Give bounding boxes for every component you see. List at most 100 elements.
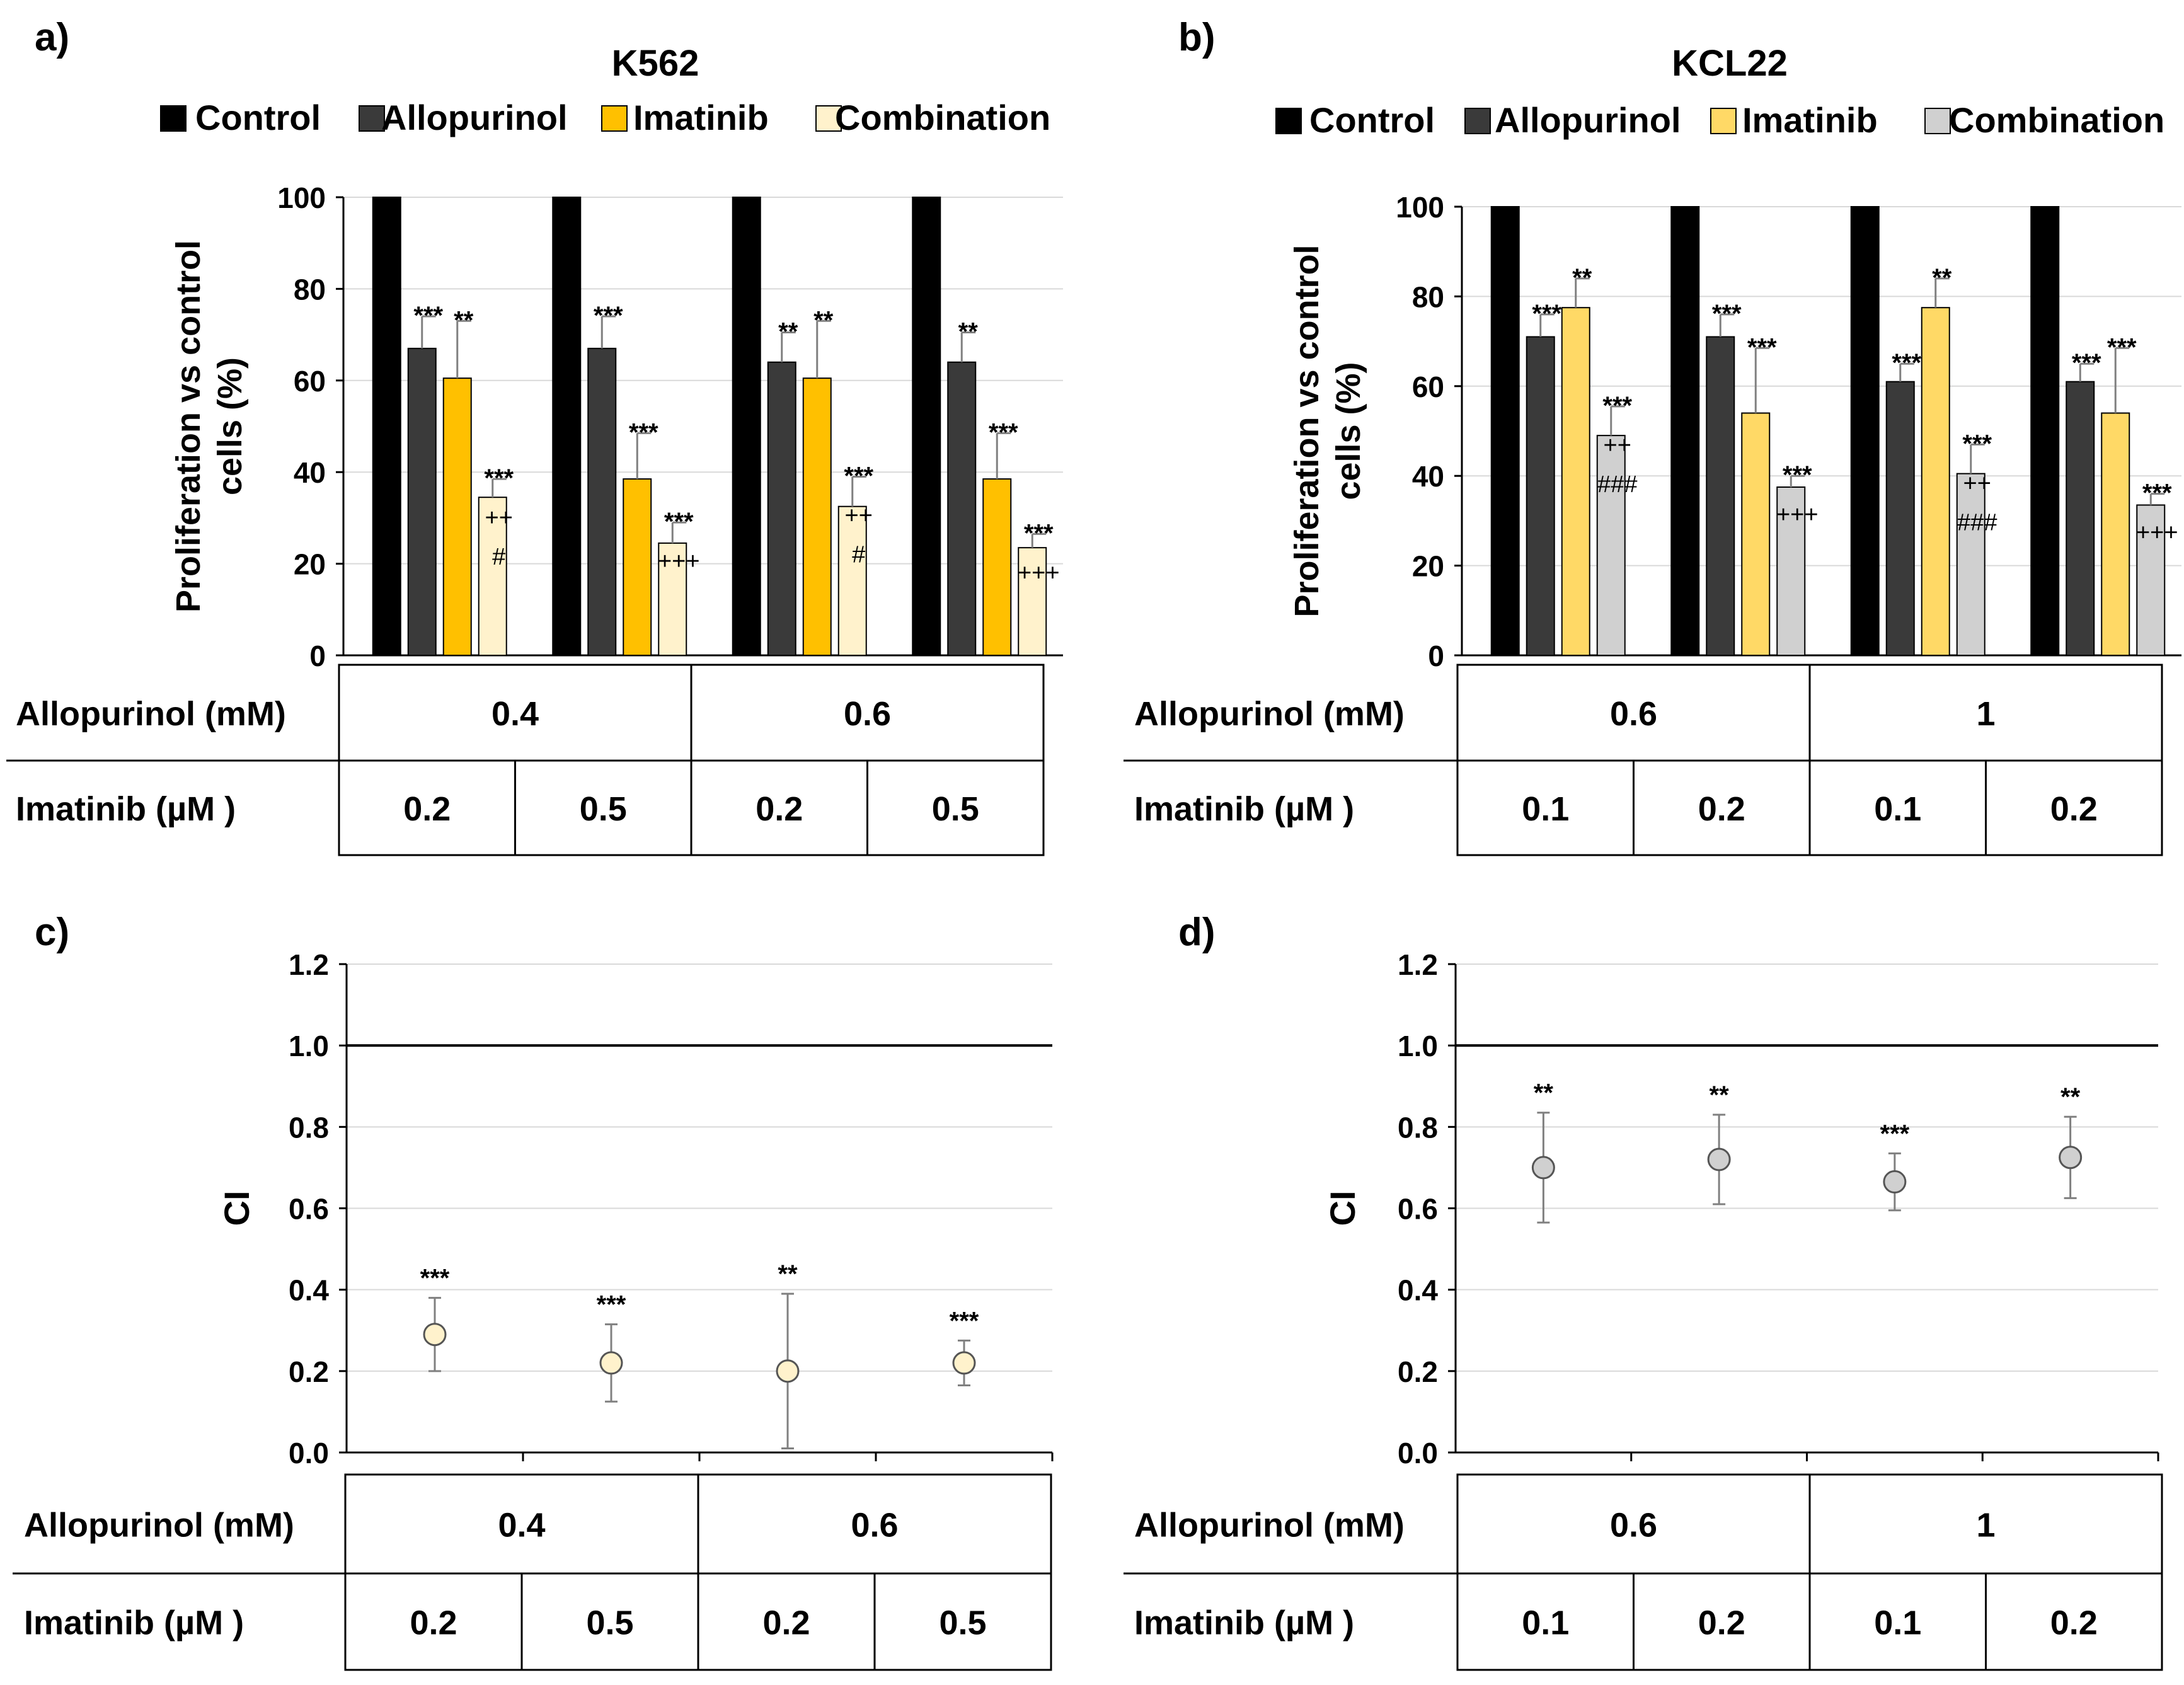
- significance-mark: ***: [2107, 333, 2137, 361]
- bar-allopurinol: [1706, 336, 1735, 656]
- legend-label: Combination: [1949, 100, 2164, 140]
- significance-mark: +++: [2136, 520, 2178, 546]
- table-row2-value: 0.5: [932, 790, 979, 828]
- y-tick-label: 0.2: [1398, 1355, 1438, 1388]
- table-row2-value: 0.2: [410, 1604, 457, 1642]
- ci-point: [599, 1351, 623, 1375]
- significance-mark: ***: [629, 418, 658, 446]
- significance-mark: ***: [1532, 300, 1561, 328]
- legend-label: Allopurinol: [1495, 100, 1681, 140]
- bar-allopurinol: [767, 361, 796, 656]
- y-tick-label: 0.8: [289, 1111, 329, 1144]
- table: Allopurinol (mM) Imatinib (µM ) 0.6 1 0.1 0.2…: [1124, 1473, 2163, 1671]
- table-row2-value: 0.2: [762, 1604, 810, 1642]
- table-row2-value: 0.2: [2050, 790, 2098, 828]
- bar-allopurinol: [947, 361, 977, 656]
- bar-imatinib: [442, 377, 472, 656]
- significance-mark: +++: [1018, 560, 1060, 586]
- legend-swatch: [815, 105, 842, 132]
- table-row1-label: Allopurinol (mM): [16, 695, 286, 733]
- table-row1-label: Allopurinol (mM): [1134, 1507, 1405, 1544]
- ci-point: [1531, 1156, 1555, 1180]
- y-tick-label: 1.0: [289, 1030, 329, 1062]
- significance-mark: ***: [420, 1265, 450, 1292]
- ci-point: [1883, 1170, 1907, 1194]
- y-tick-label: 1.2: [289, 948, 329, 981]
- legend-swatch: [601, 105, 628, 132]
- table-row2-value: 0.2: [1698, 1604, 1745, 1642]
- y-tick-label: 60: [1412, 371, 1444, 403]
- bar-combination: [1776, 486, 1806, 656]
- significance-mark: **: [1572, 264, 1592, 292]
- chart-title: K562: [612, 43, 699, 84]
- table-row1-value: 0.6: [1610, 695, 1657, 733]
- ci-point: [2059, 1146, 2083, 1170]
- significance-mark: **: [2060, 1083, 2081, 1111]
- y-tick-label: 1.0: [1398, 1030, 1438, 1062]
- chart-panel-b: b) KCL22 Control Allopurinol Imatinib Combina…: [1178, 16, 2181, 672]
- panel-label: c): [35, 911, 69, 954]
- legend-label: Combination: [835, 98, 1050, 137]
- y-tick-label: 0: [309, 640, 326, 672]
- y-tick-label: 0.0: [289, 1437, 329, 1469]
- significance-mark: +++: [658, 548, 700, 575]
- y-tick-label: 80: [294, 273, 326, 306]
- bar-control: [552, 197, 582, 656]
- table: Allopurinol (mM) Imatinib (µM ) 0.4 0.6 0.2 0…: [6, 664, 1045, 856]
- table-row2-label: Imatinib (µM ): [1134, 1604, 1354, 1642]
- significance-mark: ***: [844, 462, 873, 490]
- table-row1-label: Allopurinol (mM): [24, 1507, 294, 1544]
- bar-imatinib: [802, 377, 832, 656]
- y-tick-label: 20: [294, 548, 326, 581]
- table-row2-value: 0.1: [1874, 790, 1921, 828]
- significance-mark: ***: [2072, 349, 2101, 377]
- bar-control: [1850, 206, 1880, 656]
- bar-control: [2030, 206, 2060, 656]
- table-row1-value: 0.6: [1610, 1507, 1657, 1544]
- significance-mark: **: [1710, 1081, 1730, 1109]
- bar-allopurinol: [1526, 336, 1555, 656]
- table-row2-value: 0.1: [1874, 1604, 1921, 1642]
- bar-combination: [1956, 473, 1986, 656]
- table-row2-value: 0.5: [939, 1604, 986, 1642]
- y-tick-label: 40: [294, 456, 326, 489]
- bar-allopurinol: [587, 347, 617, 656]
- table-row2-value: 0.2: [756, 790, 803, 828]
- bar-imatinib: [1921, 307, 1950, 656]
- table: Allopurinol (mM) Imatinib (µM ) 0.4 0.6 0.2 0…: [13, 1473, 1052, 1671]
- significance-mark: ***: [1880, 1120, 1910, 1147]
- y-tick-label: 40: [1412, 460, 1444, 493]
- legend-label: Imatinib: [633, 98, 769, 137]
- bar-control: [1490, 206, 1520, 656]
- table-row2-value: 0.2: [403, 790, 451, 828]
- y-axis-label-line: cells (%): [1330, 362, 1367, 500]
- significance-mark: #: [852, 541, 865, 568]
- bar-imatinib: [1741, 412, 1771, 657]
- significance-mark: ###: [1597, 471, 1637, 498]
- significance-mark: ***: [1747, 333, 1777, 361]
- significance-mark: ***: [2142, 480, 2172, 507]
- table-row1-value: 0.6: [851, 1507, 898, 1544]
- bar-control: [732, 197, 761, 656]
- significance-mark: ***: [413, 302, 443, 330]
- significance-mark: ***: [1602, 392, 1632, 420]
- bar-allopurinol: [2066, 381, 2095, 656]
- table-row2-label: Imatinib (µM ): [1134, 790, 1354, 828]
- legend-label: Imatinib: [1742, 100, 1878, 140]
- significance-mark: ***: [989, 418, 1018, 446]
- y-axis-label-line: cells (%): [211, 357, 249, 495]
- table-row1-value: 1: [1976, 695, 1995, 733]
- ci-point: [423, 1323, 447, 1347]
- significance-mark: ***: [1892, 349, 1921, 377]
- significance-mark: ***: [484, 464, 514, 492]
- table-row2-label: Imatinib (µM ): [16, 790, 236, 828]
- significance-mark: ++: [1963, 470, 1991, 497]
- y-tick-label: 0.0: [1398, 1437, 1438, 1469]
- significance-mark: ***: [950, 1307, 979, 1335]
- legend-swatch: [359, 105, 385, 132]
- legend-swatch: [1464, 108, 1491, 134]
- significance-mark: ++: [485, 505, 513, 531]
- legend-swatch: [1924, 108, 1951, 134]
- y-axis-label: Proliferation vs control cells (%): [1288, 244, 1367, 617]
